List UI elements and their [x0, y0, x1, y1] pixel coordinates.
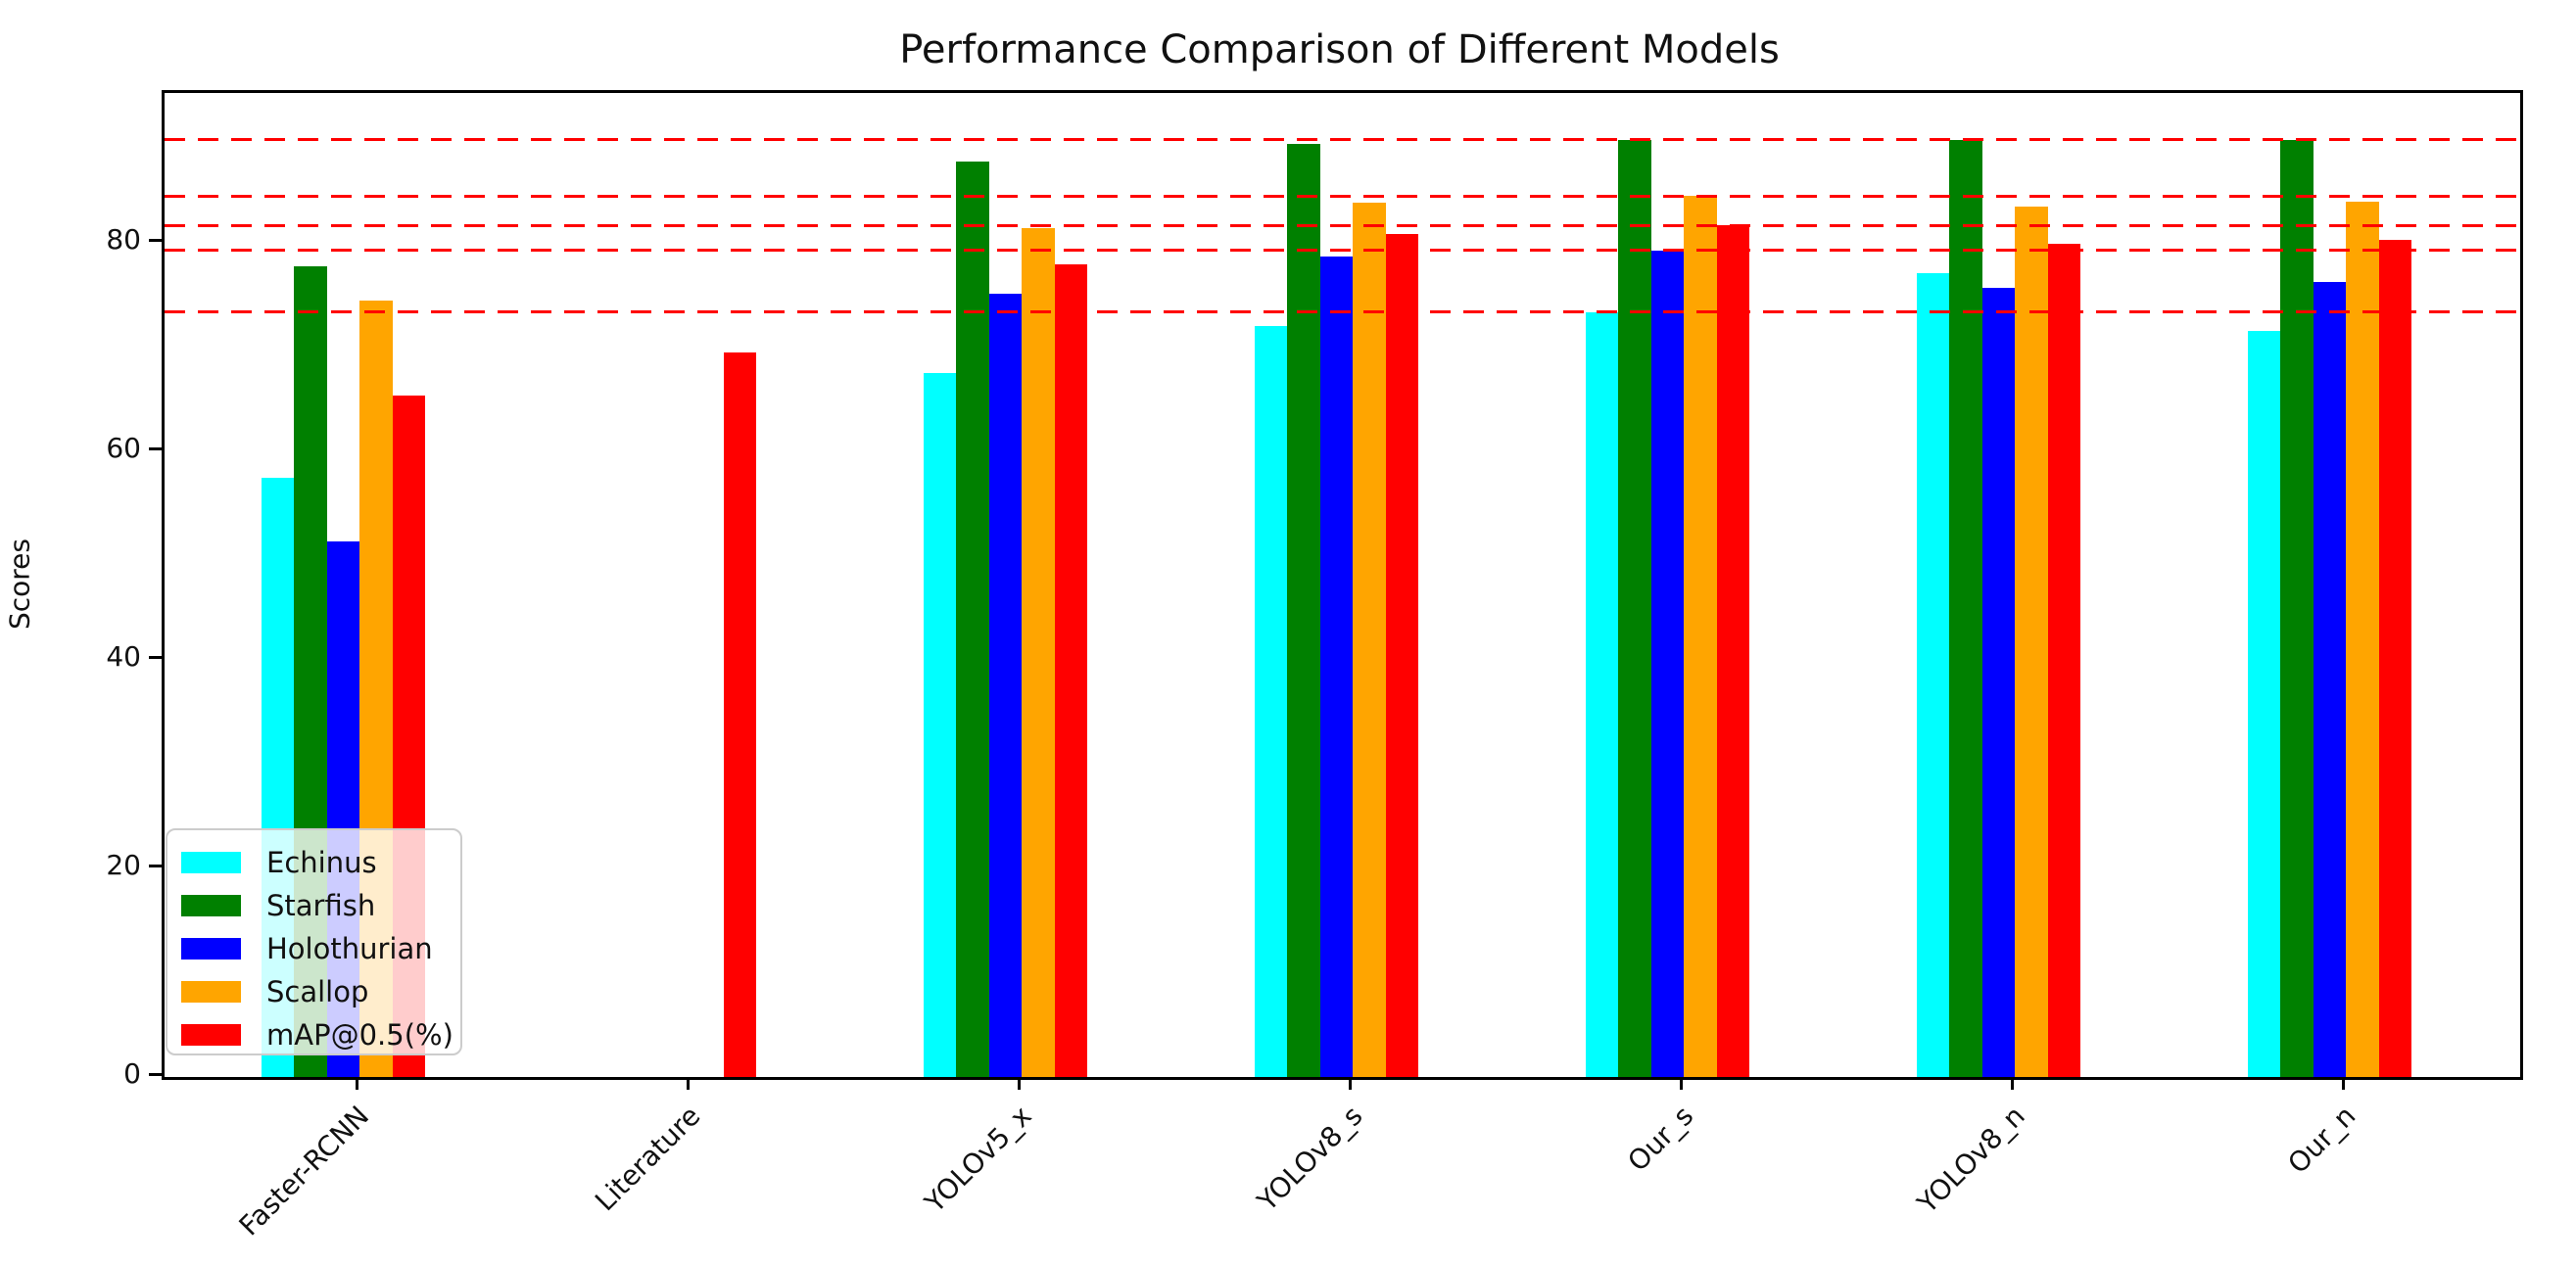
bar-echinus-yolov8n [1916, 273, 1949, 1077]
bar-echinus-yolov5x [923, 373, 956, 1077]
y-tick-label: 40 [106, 640, 141, 674]
bar-map05-yolov8n [2047, 244, 2080, 1077]
legend-swatch-map05 [181, 1024, 241, 1046]
bar-holothurian-yolov5x [988, 294, 1022, 1077]
reference-line [165, 310, 2520, 314]
bar-holothurian-yolov8n [1981, 288, 2015, 1077]
bar-starfish-ourn [2280, 139, 2314, 1077]
x-tick-label-yolov5x: YOLOv5_x [918, 1100, 1038, 1219]
x-tick-mark [1348, 1077, 1352, 1090]
bar-map05-ours [1716, 225, 1749, 1077]
x-tick-label-yolov8n: YOLOv8_n [1910, 1100, 2031, 1220]
legend-row: mAP@0.5(%) [181, 1014, 460, 1055]
x-tick-label-yolov8s: YOLOv8_s [1250, 1100, 1369, 1218]
x-tick-label-ours: Our_s [1621, 1100, 1700, 1178]
bar-scallop-yolov8n [2015, 207, 2048, 1077]
x-tick-mark [355, 1077, 358, 1090]
y-tick-mark [149, 864, 162, 867]
bar-scallop-ourn [2346, 201, 2379, 1077]
legend-row: Echinus [181, 842, 460, 883]
bar-holothurian-ours [1650, 250, 1684, 1077]
reference-line [165, 249, 2520, 253]
legend-swatch-echinus [181, 852, 241, 873]
y-tick-label: 80 [106, 223, 141, 257]
y-tick-mark [149, 1072, 162, 1076]
reference-line [165, 138, 2520, 142]
bar-map05-ourn [2378, 240, 2411, 1077]
y-tick-label: 20 [106, 849, 141, 882]
x-tick-mark [1679, 1077, 1683, 1090]
x-tick-mark [1017, 1077, 1021, 1090]
bar-scallop-yolov8s [1353, 202, 1386, 1077]
bar-starfish-yolov5x [956, 162, 989, 1077]
bar-starfish-yolov8n [1949, 139, 1982, 1077]
bar-starfish-ours [1618, 139, 1651, 1077]
x-tick-mark [2010, 1077, 2014, 1090]
reference-line [165, 194, 2520, 198]
bar-echinus-yolov8s [1254, 326, 1287, 1077]
bar-echinus-ours [1585, 311, 1618, 1077]
bar-map05-literature [723, 352, 756, 1077]
reference-line [165, 223, 2520, 227]
legend-label: Holothurian [266, 932, 433, 965]
y-tick-label: 60 [106, 432, 141, 465]
legend-row: Starfish [181, 885, 460, 926]
bar-holothurian-ourn [2313, 281, 2346, 1077]
bar-scallop-yolov5x [1022, 228, 1055, 1077]
bar-map05-yolov8s [1385, 233, 1418, 1077]
legend-swatch-holothurian [181, 938, 241, 960]
legend-label: Starfish [266, 889, 376, 922]
bar-scallop-ours [1684, 196, 1717, 1077]
legend-label: mAP@0.5(%) [266, 1018, 453, 1052]
y-tick-label: 0 [123, 1057, 141, 1090]
legend-row: Holothurian [181, 928, 460, 969]
y-tick-mark [149, 446, 162, 450]
legend-swatch-starfish [181, 895, 241, 916]
legend: Echinus Starfish Holothurian Scallop mAP@0.5… [166, 828, 462, 1055]
x-tick-label-fasterrcnn: Faster-RCNN [232, 1100, 376, 1242]
legend-label: Scallop [266, 975, 369, 1008]
x-tick-mark [2341, 1077, 2345, 1090]
bar-echinus-ourn [2247, 330, 2280, 1077]
plot-area [162, 90, 2523, 1080]
x-tick-label-literature: Literature [589, 1100, 707, 1218]
x-tick-label-ourn: Our_n [2281, 1100, 2362, 1181]
bar-map05-yolov5x [1054, 263, 1087, 1077]
y-tick-mark [149, 238, 162, 242]
y-tick-mark [149, 655, 162, 659]
chart-title: Performance Comparison of Different Mode… [899, 27, 1780, 72]
x-tick-mark [686, 1077, 690, 1090]
bar-starfish-yolov8s [1287, 144, 1320, 1077]
legend-swatch-scallop [181, 981, 241, 1003]
legend-row: Scallop [181, 971, 460, 1012]
legend-label: Echinus [266, 846, 377, 879]
bar-holothurian-yolov8s [1319, 257, 1353, 1077]
